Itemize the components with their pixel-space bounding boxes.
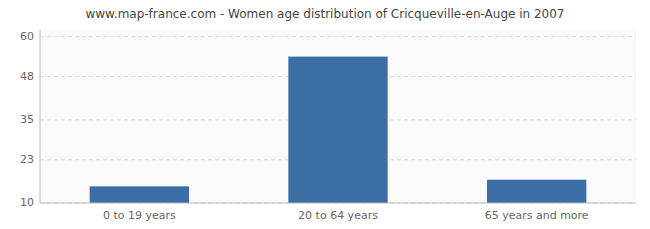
bar [288, 57, 387, 203]
y-tick-label: 23 [20, 153, 34, 166]
x-tick-label: 20 to 64 years [298, 209, 378, 222]
x-axis-line [40, 203, 636, 204]
grid-line [40, 36, 636, 37]
y-axis-line [40, 30, 41, 203]
y-tick-label: 35 [20, 113, 34, 126]
bar [487, 180, 586, 203]
title: www.map-france.com - Women age distribut… [85, 7, 564, 21]
y-tick-label: 10 [20, 196, 34, 209]
x-tick-label: 0 to 19 years [103, 209, 176, 222]
y-tick-label: 60 [20, 30, 34, 43]
bar [90, 186, 189, 203]
chart-container: 10 23 35 48 60 0 to 19 years 20 to 64 years 65 … [0, 0, 650, 229]
y-tick-label: 48 [20, 70, 34, 83]
chart: 10 23 35 48 60 0 to 19 years 20 to 64 years 65 … [0, 0, 650, 229]
bars [90, 57, 587, 203]
grid-line [40, 203, 636, 204]
x-tick-label: 65 years and more [485, 209, 589, 222]
